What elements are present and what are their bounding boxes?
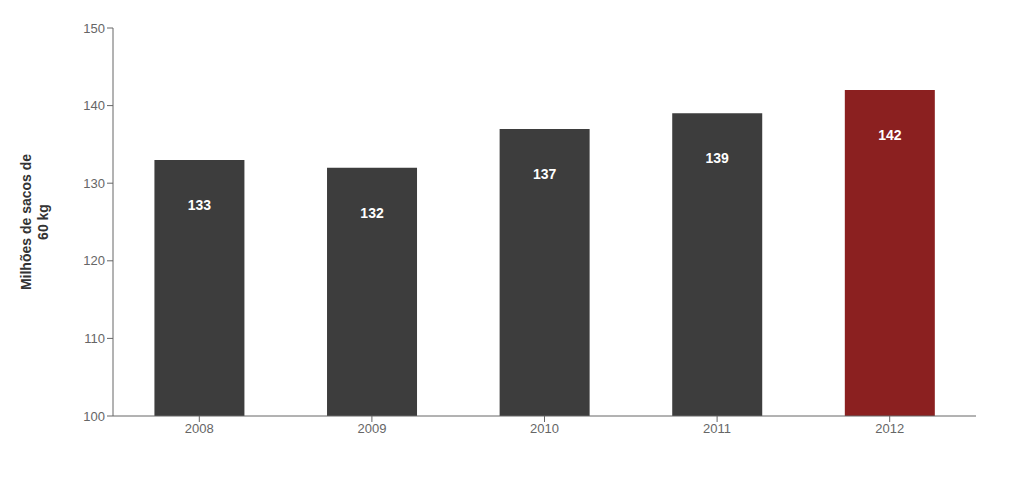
svg-text:2012: 2012 bbox=[875, 421, 904, 436]
svg-text:130: 130 bbox=[83, 176, 105, 191]
svg-text:2011: 2011 bbox=[703, 421, 731, 436]
svg-text:Milhões de sacos de60 kg: Milhões de sacos de60 kg bbox=[18, 154, 51, 290]
svg-text:100: 100 bbox=[83, 409, 105, 424]
svg-text:2010: 2010 bbox=[530, 421, 559, 436]
svg-text:2008: 2008 bbox=[185, 421, 214, 436]
svg-text:139: 139 bbox=[706, 150, 730, 166]
svg-text:132: 132 bbox=[360, 205, 384, 221]
svg-text:140: 140 bbox=[83, 98, 105, 113]
svg-text:150: 150 bbox=[83, 21, 105, 36]
svg-text:110: 110 bbox=[84, 331, 105, 346]
svg-text:142: 142 bbox=[878, 127, 902, 143]
svg-text:133: 133 bbox=[188, 197, 212, 213]
svg-text:2009: 2009 bbox=[357, 421, 386, 436]
svg-text:120: 120 bbox=[83, 253, 105, 268]
svg-text:137: 137 bbox=[533, 166, 557, 182]
